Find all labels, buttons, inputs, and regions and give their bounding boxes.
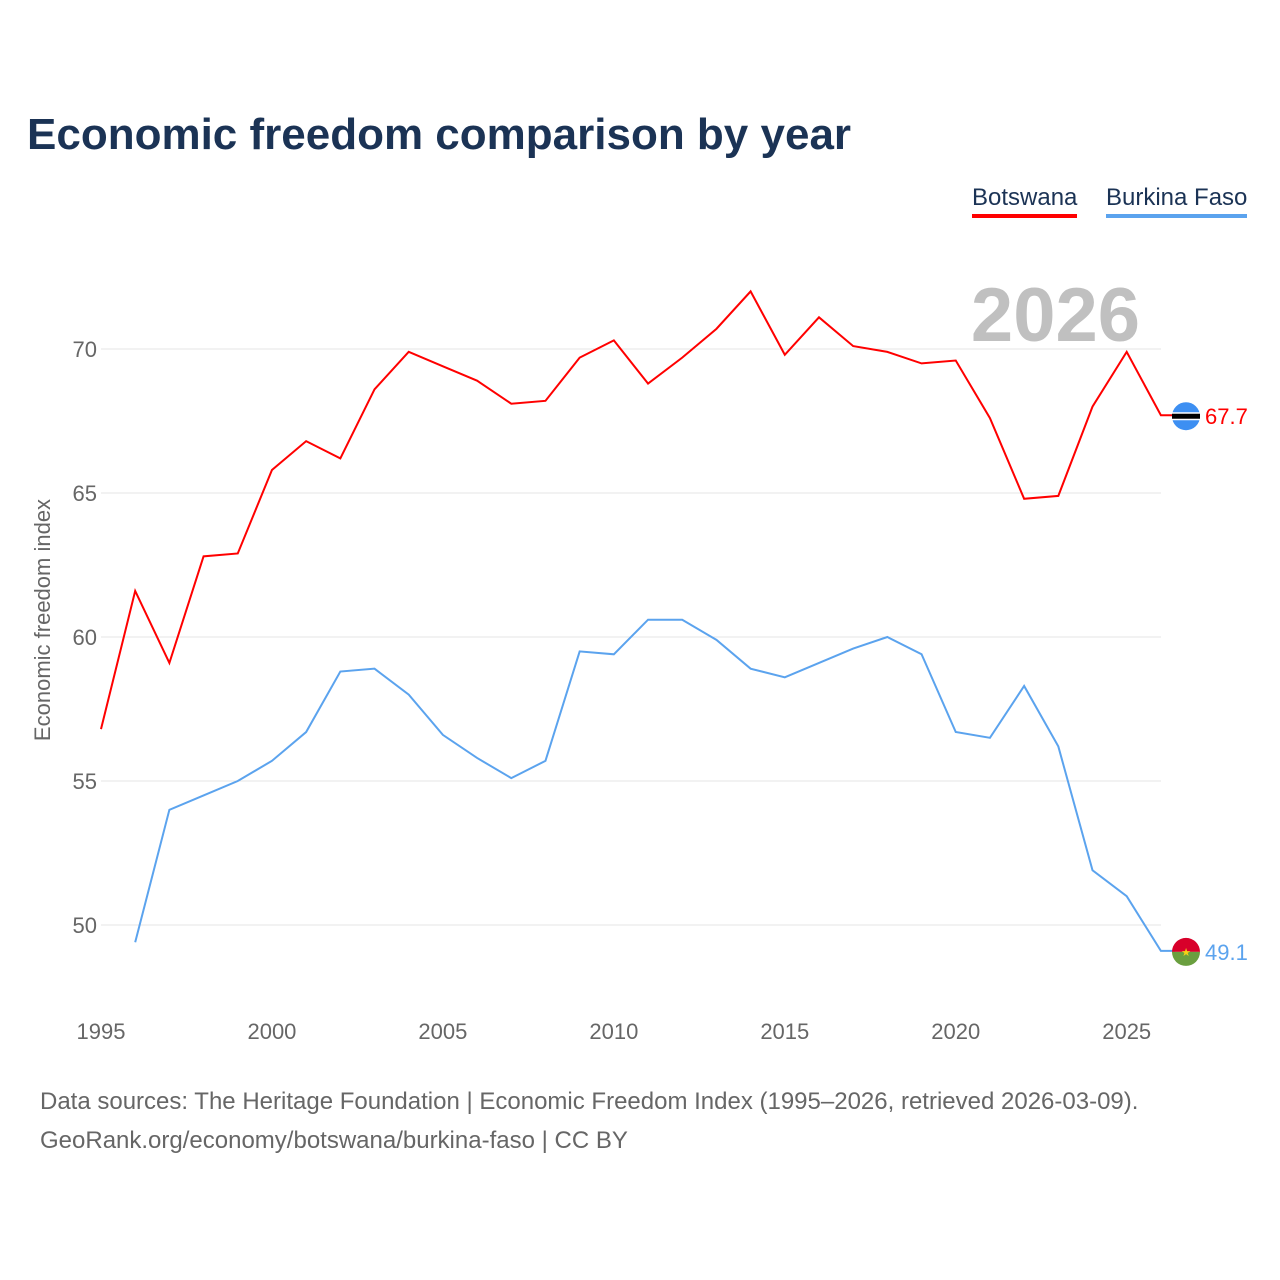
y-tick-label: 65 bbox=[73, 481, 97, 506]
chart-title: Economic freedom comparison by year bbox=[27, 110, 852, 159]
x-tick-label: 2020 bbox=[931, 1019, 980, 1044]
botswana-flag-stripe bbox=[1172, 413, 1200, 419]
x-tick-label: 2025 bbox=[1102, 1019, 1151, 1044]
burkina-flag-icon bbox=[1172, 937, 1200, 952]
x-tick-label: 2010 bbox=[589, 1019, 638, 1044]
year-watermark: 2026 bbox=[971, 273, 1140, 358]
star-icon: ★ bbox=[1181, 947, 1191, 959]
x-tick-label: 2005 bbox=[418, 1019, 467, 1044]
y-tick-label: 55 bbox=[73, 769, 97, 794]
end-value-label: 49.1 bbox=[1205, 940, 1248, 965]
burkina-flag-green bbox=[1172, 951, 1200, 966]
legend-burkina-faso[interactable]: Burkina Faso bbox=[1106, 184, 1248, 218]
source-url[interactable]: GeoRank.org/economy/botswana/burkina-fas… bbox=[40, 1127, 628, 1154]
y-axis-label: Economic freedom index bbox=[30, 499, 55, 741]
y-tick-label: 50 bbox=[73, 913, 97, 938]
series-line-botswana bbox=[100, 289, 1175, 730]
x-tick-label: 2015 bbox=[760, 1019, 809, 1044]
series-line-burkina-faso bbox=[134, 618, 1175, 952]
x-tick-label: 1995 bbox=[77, 1019, 126, 1044]
y-tick-label: 70 bbox=[73, 337, 97, 362]
x-tick-label: 2000 bbox=[247, 1019, 296, 1044]
end-value-label: 67.7 bbox=[1205, 404, 1248, 429]
y-tick-label: 60 bbox=[73, 625, 97, 650]
legend-botswana[interactable]: Botswana bbox=[972, 184, 1078, 218]
source-text: Data sources: The Heritage Foundation | … bbox=[40, 1088, 1139, 1115]
